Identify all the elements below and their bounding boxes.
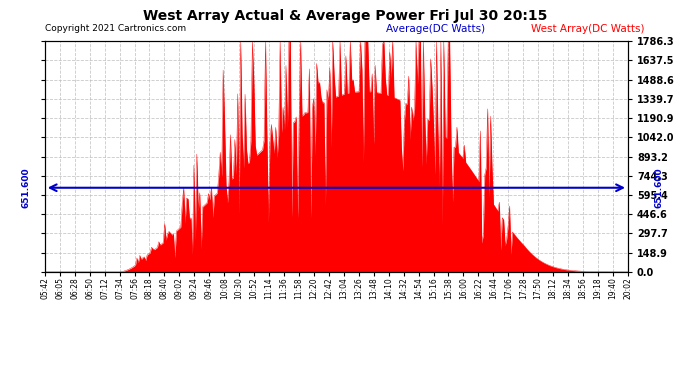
Text: Copyright 2021 Cartronics.com: Copyright 2021 Cartronics.com (45, 24, 186, 33)
Text: Average(DC Watts): Average(DC Watts) (386, 24, 486, 34)
Text: West Array Actual & Average Power Fri Jul 30 20:15: West Array Actual & Average Power Fri Ju… (143, 9, 547, 23)
Text: West Array(DC Watts): West Array(DC Watts) (531, 24, 644, 34)
Text: 651.600: 651.600 (654, 167, 663, 208)
Text: 651.600: 651.600 (21, 167, 30, 208)
